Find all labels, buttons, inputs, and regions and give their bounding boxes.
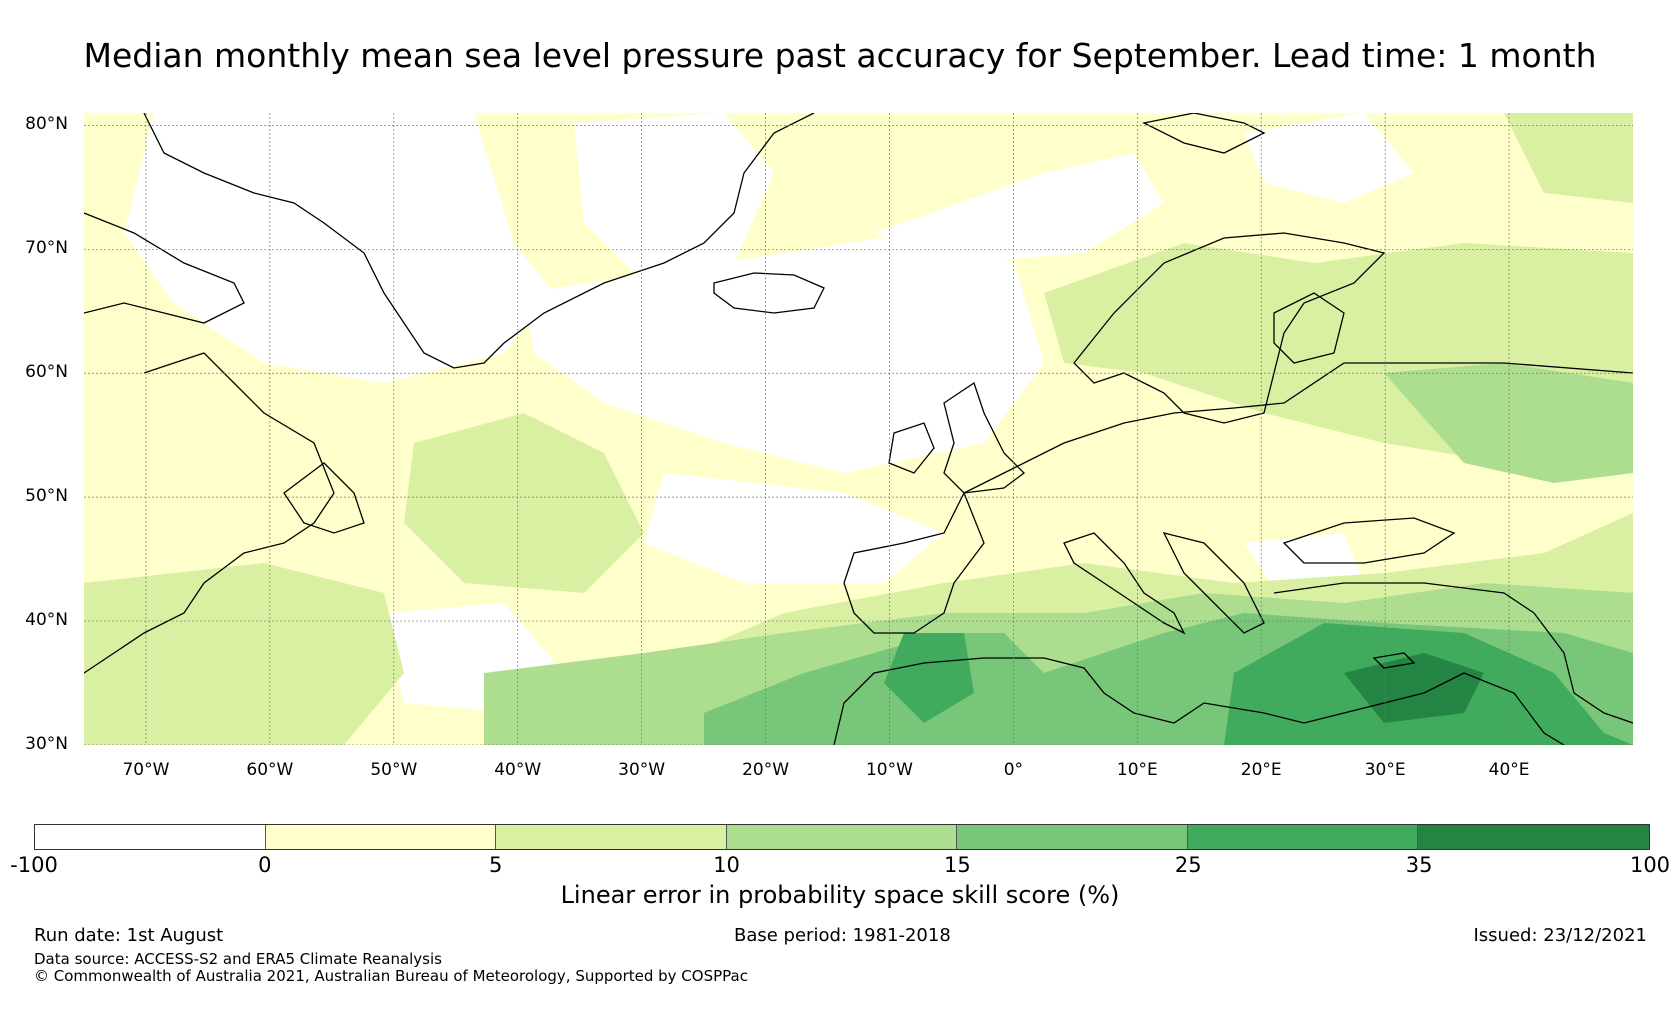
colorbar-tick-label: 100 — [1629, 853, 1671, 877]
score-region — [1244, 113, 1414, 203]
map-title: Median monthly mean sea level pressure p… — [83, 36, 1597, 75]
colorbar-segment — [265, 825, 497, 849]
colorbar-tick-label: 10 — [713, 853, 740, 877]
balkans-coast — [1162, 532, 1265, 634]
colorbar-segment — [496, 825, 727, 849]
iberia-coast — [843, 491, 985, 634]
colorbar-segment — [1418, 825, 1650, 849]
skill-score-map — [84, 113, 1633, 745]
score-region — [124, 113, 554, 383]
map-canvas — [84, 113, 1633, 745]
colorbar-tick-label: 25 — [1174, 853, 1202, 877]
italy-coast — [1063, 532, 1186, 635]
longitude-label: 10°W — [865, 760, 913, 780]
longitude-label: 70°W — [122, 760, 170, 780]
baffin-coast — [84, 212, 245, 324]
colorbar-segment — [35, 825, 266, 849]
colorbar — [34, 824, 1650, 850]
longitude-label: 60°W — [246, 760, 294, 780]
base-period: Base period: 1981-2018 — [734, 925, 951, 946]
colorbar-tick-label: -100 — [10, 853, 58, 877]
data-source: Data source: ACCESS-S2 and ERA5 Climate … — [34, 950, 442, 968]
iceland-coast — [713, 272, 825, 314]
colorbar-segment — [1187, 825, 1419, 849]
newfoundland-coast — [283, 462, 365, 534]
score-region — [84, 563, 404, 745]
longitude-label: 30°E — [1364, 760, 1406, 780]
score-region — [404, 413, 644, 593]
skill-score-field — [84, 113, 1633, 745]
longitude-label: 30°W — [618, 760, 666, 780]
north-africa-coast — [833, 657, 1565, 745]
colorbar-segment — [957, 825, 1188, 849]
scandinavia-coast — [1073, 232, 1386, 424]
issued-date: Issued: 23/12/2021 — [1473, 925, 1647, 946]
colorbar-tick-label: 5 — [489, 853, 503, 877]
score-region — [644, 473, 944, 583]
longitude-label: 20°E — [1240, 760, 1282, 780]
svalbard-coast — [1142, 113, 1266, 154]
colorbar-tick-label: 35 — [1405, 853, 1433, 877]
latitude-label: 50°N — [25, 486, 68, 507]
score-region — [1384, 363, 1633, 483]
graticule — [84, 113, 1633, 745]
cyprus-coast — [1372, 652, 1416, 669]
colorbar-segment — [726, 825, 958, 849]
latitude-label: 80°N — [25, 114, 68, 135]
greenland-coast — [143, 113, 815, 369]
score-region — [1504, 113, 1633, 203]
longitude-label: 0° — [1003, 760, 1024, 780]
copyright: © Commonwealth of Australia 2021, Austra… — [34, 967, 748, 985]
colorbar-label: Linear error in probability space skill … — [560, 881, 1120, 909]
longitude-label: 40°E — [1488, 760, 1530, 780]
score-region — [874, 153, 1164, 263]
score-region — [574, 113, 774, 283]
europe-coast — [963, 362, 1633, 494]
latitude-label: 30°N — [25, 734, 68, 754]
longitude-label: 50°W — [370, 760, 418, 780]
levant-coast — [1533, 612, 1633, 724]
score-region — [884, 633, 974, 723]
longitude-label: 20°W — [742, 760, 790, 780]
colorbar-tick-label: 15 — [944, 853, 971, 877]
run-date: Run date: 1st August — [34, 925, 224, 946]
score-region — [1344, 653, 1484, 723]
longitude-label: 40°W — [494, 760, 542, 780]
longitude-label: 10°E — [1116, 760, 1158, 780]
latitude-label: 70°N — [25, 238, 68, 259]
turkey-coast — [1273, 582, 1535, 614]
finland-coast — [1273, 292, 1345, 364]
latitude-label: 40°N — [25, 610, 68, 631]
latitude-label: 60°N — [25, 362, 68, 383]
coastlines — [84, 113, 1633, 745]
black-sea-coast — [1282, 517, 1456, 564]
britain-coast — [943, 381, 1025, 494]
ireland-coast — [888, 422, 935, 474]
labrador-coast — [84, 352, 335, 674]
score-region — [524, 233, 1044, 473]
colorbar-tick-label: 0 — [258, 853, 272, 877]
